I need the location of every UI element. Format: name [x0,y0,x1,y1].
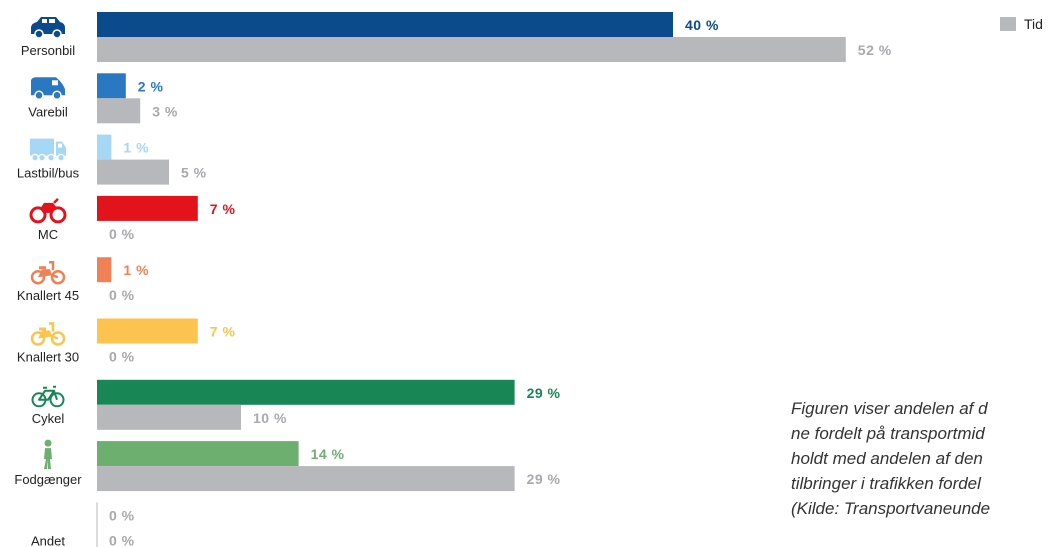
data-label-series-1: 7 % [210,324,236,340]
data-label-series-tid: 0 % [109,226,135,242]
data-label-series-1: 0 % [109,507,135,523]
data-label-series-tid: 10 % [253,410,287,426]
legend-swatch-tid [1000,17,1016,31]
category-label: Fodgænger [14,472,82,487]
bar-series-tid [97,37,846,62]
data-label-series-tid: 52 % [858,42,892,58]
moped-icon [30,260,66,285]
category-label: Knallert 30 [17,350,79,365]
bar-series-1 [97,318,198,344]
caption-line: tilbringer i trafikken fordel [791,474,981,493]
data-label-series-tid: 5 % [181,165,207,181]
legend-label-tid: Tid [1024,16,1043,32]
data-label-series-1: 40 % [685,17,719,33]
bar-series-1 [97,195,198,221]
category-label: Lastbil/bus [17,166,80,181]
bar-series-tid [97,404,241,430]
data-label-series-tid: 0 % [109,349,135,365]
bar-series-tid [97,466,515,492]
legend: Tid [1000,16,1043,32]
truck-icon [30,138,66,162]
caption-line: ne fordelt på transportmid [791,424,985,443]
bar-series-1 [97,257,112,283]
caption-line: Figuren viser andelen af d [791,399,988,418]
category-label: Personbil [21,43,75,58]
data-label-series-1: 1 % [123,140,149,156]
van-icon [31,77,65,101]
pedestrian-icon [44,439,52,470]
data-label-series-1: 2 % [138,78,164,94]
caption-line: holdt med andelen af den [791,449,983,468]
data-label-series-tid: 3 % [152,103,178,119]
data-label-series-1: 1 % [123,262,149,278]
bicycle-icon [31,385,65,408]
data-label-series-1: 7 % [210,201,236,217]
bar-series-tid [97,98,141,124]
category-label: Knallert 45 [17,288,79,303]
category-label: Cykel [32,411,65,426]
figure-caption: Figuren viser andelen af d ne fordelt på… [791,396,1051,521]
bar-series-1 [97,12,673,37]
motorcycle-icon [29,198,67,224]
category-label: Varebil [28,104,68,119]
bar-series-1 [97,73,126,99]
bar-series-1 [97,441,299,467]
moped-icon [30,322,66,346]
data-label-series-tid: 29 % [527,471,561,487]
bar-series-1 [97,134,112,160]
data-label-series-1: 14 % [311,446,345,462]
category-label: MC [38,227,58,242]
bar-series-1 [97,379,515,405]
car-icon [31,17,65,39]
bar-series-tid [97,159,169,185]
caption-line: (Kilde: Transportvaneunde [791,499,991,518]
category-label: Andet [31,533,65,547]
data-label-series-tid: 0 % [109,287,135,303]
data-label-series-tid: 0 % [109,532,135,547]
data-label-series-1: 29 % [527,385,561,401]
